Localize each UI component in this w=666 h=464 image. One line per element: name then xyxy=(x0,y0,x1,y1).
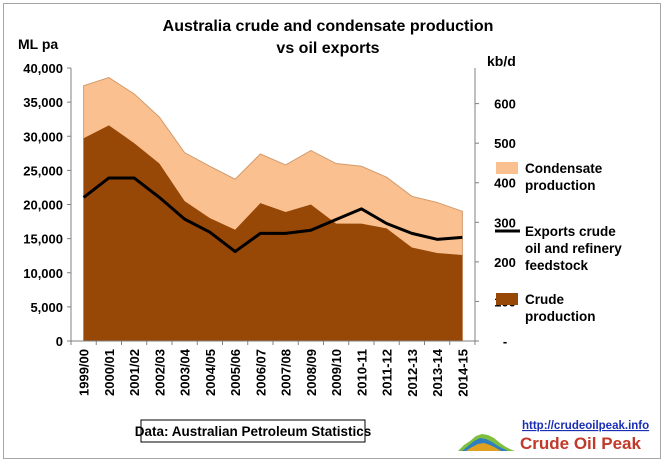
branding: http://crudeoilpeak.info Crude Oil Peak xyxy=(455,420,649,453)
x-tick-label: 2009/10 xyxy=(329,349,344,396)
right-tick-label: 400 xyxy=(494,176,516,191)
brand-name: Crude Oil Peak xyxy=(520,434,641,453)
legend-label: oil and refinery xyxy=(525,241,622,256)
legend-label: Condensate xyxy=(525,161,603,176)
x-tick-label: 2004/05 xyxy=(203,349,218,396)
left-tick-label: 30,000 xyxy=(23,129,63,144)
x-tick-label: 2006/07 xyxy=(253,349,268,396)
x-axis-ticks: 1999/00 2000/01 2001/02 2002/03 2003/04 2004/… xyxy=(70,341,476,397)
x-tick-label: 2014-15 xyxy=(455,349,470,397)
x-tick-label: 2000/01 xyxy=(102,349,117,396)
x-tick-label: 2002/03 xyxy=(152,349,167,396)
right-tick-label: 600 xyxy=(494,97,516,112)
x-tick-label: 1999/00 xyxy=(77,349,92,396)
logo-peak-yellow xyxy=(466,443,501,451)
legend-label: production xyxy=(525,178,596,193)
legend-swatch xyxy=(496,162,518,174)
legend: Condensate production Exports crude oil and… xyxy=(495,161,622,324)
left-tick-label: 25,000 xyxy=(23,163,63,178)
right-tick-label: 500 xyxy=(494,136,516,151)
left-axis-ticks: 0 5,000 10,000 15,000 20,000 25,000 30,000 35,0… xyxy=(23,61,71,349)
source-note-text: Data: Australian Petroleum Statistics xyxy=(135,424,372,439)
x-tick-label: 2005/06 xyxy=(228,349,243,396)
right-tick-label: 300 xyxy=(494,215,516,230)
right-tick-label: - xyxy=(503,334,507,349)
legend-label: Crude xyxy=(525,292,564,307)
exports-line xyxy=(82,176,463,254)
left-tick-label: 20,000 xyxy=(23,198,63,213)
oil-peak-logo xyxy=(455,432,517,452)
legend-swatch xyxy=(496,293,518,305)
plot-area xyxy=(70,68,476,342)
source-note: Data: Australian Petroleum Statistics xyxy=(135,419,372,443)
x-tick-label: 2011-12 xyxy=(380,349,395,396)
x-tick-label: 2013-14 xyxy=(430,348,445,396)
chart-title: Australia crude and condensate productio… xyxy=(163,18,494,35)
left-tick-label: 40,000 xyxy=(23,61,63,76)
left-tick-label: 0 xyxy=(56,334,63,349)
legend-label: production xyxy=(525,309,596,324)
x-tick-label: 2003/04 xyxy=(178,348,193,396)
right-axis-ticks: -100200300400500600 xyxy=(475,97,516,349)
left-tick-label: 5,000 xyxy=(30,300,63,315)
right-axis-unit: kb/d xyxy=(487,53,516,69)
chart-subtitle: vs oil exports xyxy=(276,40,379,57)
right-tick-label: 200 xyxy=(494,255,516,270)
left-tick-label: 10,000 xyxy=(23,266,63,281)
brand-url[interactable]: http://crudeoilpeak.info xyxy=(522,420,649,432)
left-tick-label: 15,000 xyxy=(23,232,63,247)
source-note-box xyxy=(140,419,366,443)
left-tick-label: 35,000 xyxy=(23,95,63,110)
legend-label: Exports crude xyxy=(525,224,616,239)
x-tick-label: 2007/08 xyxy=(279,349,294,396)
x-tick-label: 2012-13 xyxy=(405,349,420,397)
legend-label: feedstock xyxy=(525,258,589,273)
x-tick-label: 2010-11 xyxy=(354,349,369,396)
left-axis-unit: ML pa xyxy=(18,36,58,52)
x-tick-label: 2001/02 xyxy=(127,349,142,396)
x-tick-label: 2008/09 xyxy=(304,349,319,396)
